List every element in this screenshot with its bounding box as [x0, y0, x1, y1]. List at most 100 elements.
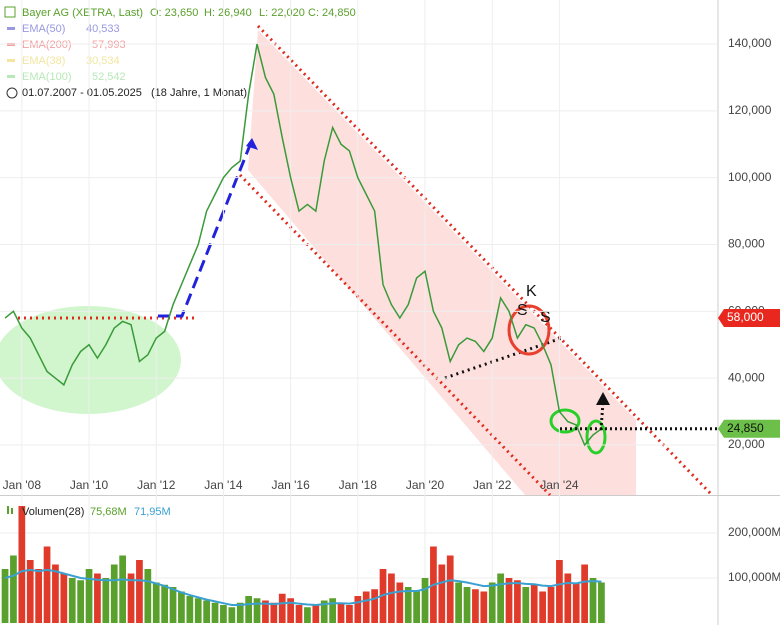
volume-bar	[136, 560, 143, 623]
volume-bar	[463, 587, 471, 623]
volume-bar	[505, 578, 513, 623]
volume-bar	[278, 593, 286, 623]
volume-bar	[245, 596, 252, 623]
legend-swatch	[7, 59, 15, 62]
volume-bar	[598, 582, 605, 623]
volume-bar	[438, 564, 446, 623]
legend-swatch	[7, 27, 15, 30]
y-tick-label: 20,000	[728, 437, 765, 451]
volume-bar	[337, 602, 345, 623]
x-tick-label: Jan '22	[473, 478, 512, 492]
volume-bar	[85, 569, 93, 623]
volume-bar	[236, 602, 244, 623]
price-tag-label: 24,850	[727, 421, 764, 435]
volume-bar	[253, 598, 261, 623]
volume-bar	[119, 555, 126, 623]
volume-icon	[11, 508, 13, 514]
volume-bar	[194, 598, 202, 623]
legend-value: 57,993	[92, 39, 126, 51]
volume-bar	[354, 596, 362, 623]
legend-swatch	[7, 75, 15, 78]
volume-bar	[547, 587, 555, 623]
volume-bar	[262, 600, 269, 623]
volume-bar	[10, 555, 17, 623]
volume-bar	[102, 578, 110, 623]
volume-ema-value: 71,95M	[134, 506, 171, 518]
volume-bar	[404, 587, 412, 623]
x-tick-label: Jan '14	[204, 478, 243, 492]
legend-value: 30,534	[86, 55, 120, 67]
volume-bar	[346, 605, 353, 623]
volume-bar	[455, 582, 462, 623]
header-title: Bayer AG (XETRA, Last)	[22, 7, 143, 19]
volume-bar	[446, 555, 454, 623]
y-tick-label: 100,000	[728, 170, 772, 184]
legend-value: 40,533	[86, 23, 120, 35]
volume-bar	[287, 598, 294, 623]
close: C: 24,850	[308, 7, 356, 19]
legend-value: 52,542	[92, 71, 126, 83]
volume-bar	[472, 589, 479, 623]
legend-name: EMA(38)	[22, 55, 65, 67]
volume-bar	[152, 582, 160, 623]
legend-name: EMA(100)	[22, 71, 72, 83]
volume-bar	[43, 546, 51, 623]
volume-bar	[169, 587, 177, 623]
x-tick-label: Jan '24	[540, 478, 579, 492]
volume-bar	[127, 573, 135, 623]
volume-bar	[211, 602, 219, 623]
volume-bar	[77, 580, 84, 623]
volume-bar	[94, 573, 101, 623]
volume-bar	[514, 580, 521, 623]
annotation: S	[517, 302, 528, 319]
channel	[248, 30, 636, 495]
volume-bar	[186, 596, 194, 623]
arrow-head	[246, 138, 258, 150]
volume-bar	[52, 564, 59, 623]
volume-value: 75,68M	[90, 506, 127, 518]
volume-bar	[270, 602, 278, 623]
volume-bar	[18, 506, 26, 623]
arrow-head	[596, 392, 610, 405]
volume-bar	[320, 600, 328, 623]
y-tick-label: 40,000	[728, 370, 765, 384]
volume-bar	[362, 591, 370, 623]
volume-bar	[413, 591, 420, 623]
price-line	[4, 43, 602, 447]
y-tick-label: 140,000	[728, 36, 772, 50]
volume-bar	[564, 573, 572, 623]
volume-ema	[4, 568, 602, 607]
volume-bar	[26, 560, 34, 623]
clock-icon	[6, 87, 18, 99]
volume-bar	[178, 591, 185, 623]
volume-bar	[228, 607, 236, 623]
x-tick-label: Jan '12	[137, 478, 176, 492]
green-circle	[549, 408, 581, 434]
price-tag-label: 58,000	[727, 310, 764, 324]
span: (18 Jahre, 1 Monat)	[151, 87, 247, 99]
channel-lower	[238, 173, 552, 497]
volume-bar	[161, 584, 168, 623]
period: 01.07.2007 - 01.05.2025	[22, 87, 142, 99]
volume-bar	[68, 578, 76, 623]
legend-name: EMA(50)	[22, 23, 65, 35]
volume-bar	[530, 584, 538, 623]
high: H: 26,940	[204, 7, 252, 19]
y-tick-label: 100,000M	[728, 570, 780, 584]
icon	[4, 6, 16, 18]
volume-bar	[396, 582, 404, 623]
sks-circle	[507, 304, 551, 356]
volume-bar	[35, 569, 42, 623]
x-tick-label: Jan '20	[406, 478, 445, 492]
open: O: 23,650	[150, 7, 198, 19]
volume-title: Volumen(28)	[22, 506, 84, 518]
x-tick-label: Jan '10	[70, 478, 109, 492]
trend-arrow	[158, 144, 252, 318]
volume-bar	[556, 560, 563, 623]
green-circle	[585, 419, 607, 455]
x-tick-label: Jan '18	[339, 478, 378, 492]
volume-bar	[581, 564, 588, 623]
volume-bar	[371, 589, 378, 623]
annotation: S	[540, 309, 551, 326]
